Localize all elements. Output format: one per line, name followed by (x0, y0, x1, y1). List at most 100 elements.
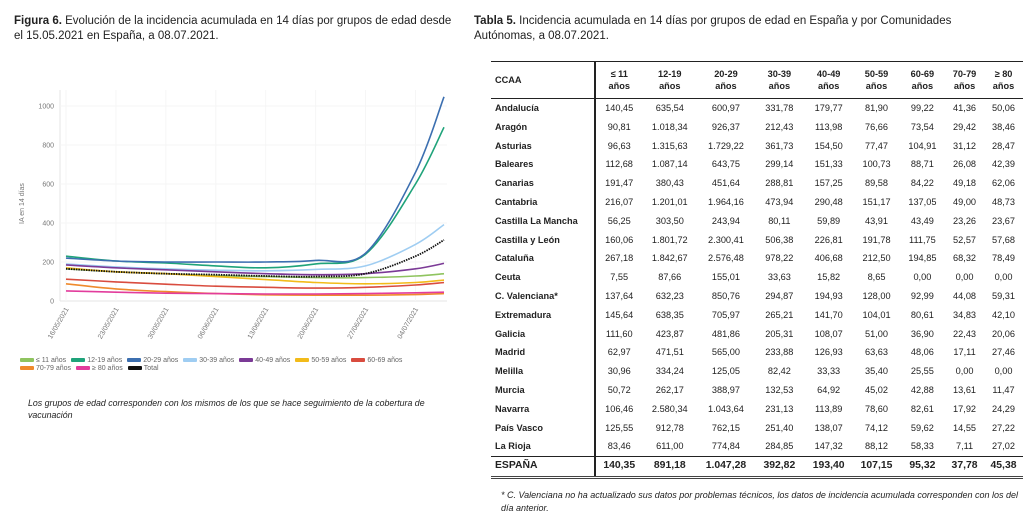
value-cell: 0,00 (955, 272, 974, 283)
value-cell: 774,84 (711, 441, 740, 452)
value-cell: 45,38 (984, 456, 1023, 478)
value-cell: 212,43 (765, 121, 794, 132)
y-tick-label: 400 (42, 221, 54, 228)
value-cell: 108,07 (814, 328, 843, 339)
series-line-70-79-a-os (65, 283, 445, 296)
value-cell: 43,91 (865, 215, 889, 226)
region-name-cell: Cantabria (491, 192, 597, 212)
value-cell: 265,21 (765, 309, 794, 320)
value-cell: 705,97 (711, 309, 740, 320)
value-cell: 194,93 (814, 290, 843, 301)
region-name-cell: Cataluña (491, 249, 597, 269)
value-cell: 59,62 (910, 422, 934, 433)
value-cell: 226,81 (814, 234, 843, 245)
value-cell: 42,39 (992, 159, 1015, 170)
column-header-age: 50-59 años (853, 61, 900, 99)
value-cell: 294,87 (765, 290, 794, 301)
value-cell: 600,97 (711, 103, 740, 113)
legend-swatch (20, 358, 34, 363)
value-cell: 1.801,72 (651, 234, 688, 245)
table-row: C. Valenciana* 137,64 632,23 850,76 294,87 19… (491, 286, 1023, 306)
value-cell: 216,07 (605, 196, 634, 207)
value-cell: 303,50 (655, 215, 684, 226)
value-cell: 160,06 (605, 234, 634, 245)
y-tick-label: 0 (50, 299, 54, 306)
legend-swatch (295, 358, 310, 363)
value-cell: 262,17 (655, 384, 684, 395)
value-cell: 392,82 (754, 456, 805, 478)
value-cell: 107,15 (853, 456, 900, 478)
value-cell: 0,00 (955, 366, 974, 377)
table-row: Cantabria 216,07 1.201,01 1.964,16 473,94 290… (491, 192, 1023, 212)
value-cell: 233,88 (765, 347, 794, 358)
value-cell: 78,49 (992, 253, 1015, 264)
value-cell: 51,00 (865, 328, 889, 339)
value-cell: 299,14 (765, 159, 794, 170)
value-cell: 157,25 (814, 178, 843, 189)
value-cell: 17,92 (953, 403, 977, 414)
legend-swatch (20, 366, 34, 371)
column-header-ccaa: CCAA (491, 61, 597, 99)
value-cell: 64,92 (817, 384, 841, 395)
region-name-cell: Madrid (491, 343, 597, 363)
table-row: Aragón 90,81 1.018,34 926,37 212,43 113,98 76,… (491, 117, 1023, 137)
value-cell: 140,35 (595, 456, 643, 478)
value-cell: 125,05 (711, 366, 740, 377)
column-header-age: 20-29 años (697, 61, 755, 99)
y-tick-label: 1000 (38, 104, 54, 111)
legend-label: 40-49 años (255, 357, 291, 364)
series-line-12-19-a-os (65, 126, 445, 269)
value-cell: 331,78 (765, 103, 794, 113)
value-cell: 141,70 (814, 309, 843, 320)
region-name-cell: Canarias (491, 174, 597, 193)
y-axis-label: IA en 14 días (19, 183, 26, 224)
value-cell: 28,47 (992, 140, 1015, 151)
value-cell: 290,48 (814, 196, 843, 207)
value-cell: 68,32 (953, 253, 977, 264)
value-cell: 50,06 (992, 103, 1015, 113)
y-tick-label: 600 (42, 182, 54, 189)
value-cell: 81,90 (865, 103, 889, 113)
chart-svg: 0 200 400 600 800 1000 IA en 14 días 16/05/2021… (19, 90, 447, 340)
region-name-cell: Melilla (491, 362, 597, 381)
x-tick-label: 23/05/2021 (97, 306, 121, 340)
value-cell: 193,40 (804, 456, 854, 478)
column-header-age: 70-79 años (945, 61, 985, 99)
region-name-cell: Castilla La Mancha (491, 211, 597, 231)
value-cell: 35,40 (865, 366, 889, 377)
region-name-cell: Aragón (491, 117, 597, 137)
column-header-age: ≥ 80 años (984, 61, 1023, 99)
table-row: Canarias 191,47 380,43 451,64 288,81 157,25 89… (491, 174, 1023, 193)
figure-caption-text: Evolución de la incidencia acumulada en … (14, 15, 452, 42)
legend-swatch (71, 358, 86, 363)
value-cell: 7,55 (610, 272, 629, 283)
value-cell: 48,73 (992, 196, 1015, 207)
value-cell: 7,11 (955, 441, 974, 452)
value-cell: 48,06 (910, 347, 934, 358)
value-cell: 89,58 (865, 178, 889, 189)
x-tick-label: 20/06/2021 (297, 306, 321, 340)
region-name-cell: Castilla y León (491, 230, 597, 250)
value-cell: 104,01 (862, 309, 891, 320)
table-row: Galicia 111,60 423,87 481,86 205,31 108,07 51,… (491, 324, 1023, 344)
value-cell: 638,35 (655, 309, 684, 320)
value-cell: 850,76 (711, 290, 740, 301)
value-cell: 506,38 (765, 234, 794, 245)
value-cell: 423,87 (655, 328, 684, 339)
legend-item: 50-59 años (295, 357, 346, 365)
legend-swatch (127, 366, 142, 371)
table-row: Asturias 96,63 1.315,63 1.729,22 361,73 154,5… (491, 136, 1023, 156)
table-header-row: CCAA ≤ 11 años 12-19 años 20-29 años 30-39 años 4… (491, 61, 1023, 99)
value-cell: 891,18 (642, 456, 698, 478)
region-name-cell: País Vasco (491, 418, 597, 438)
value-cell: 49,00 (953, 196, 977, 207)
incidence-line-chart: 0 200 400 600 800 1000 IA en 14 días 16/05/2021… (0, 80, 470, 380)
value-cell: 643,75 (711, 159, 740, 170)
value-cell: 25,55 (910, 366, 934, 377)
region-name-cell: Andalucía (491, 98, 597, 118)
value-cell: 151,33 (814, 159, 843, 170)
value-cell: 978,22 (765, 253, 794, 264)
value-cell: 212,50 (862, 253, 891, 264)
value-cell: 1.201,01 (651, 196, 688, 207)
value-cell: 95,32 (899, 456, 946, 478)
